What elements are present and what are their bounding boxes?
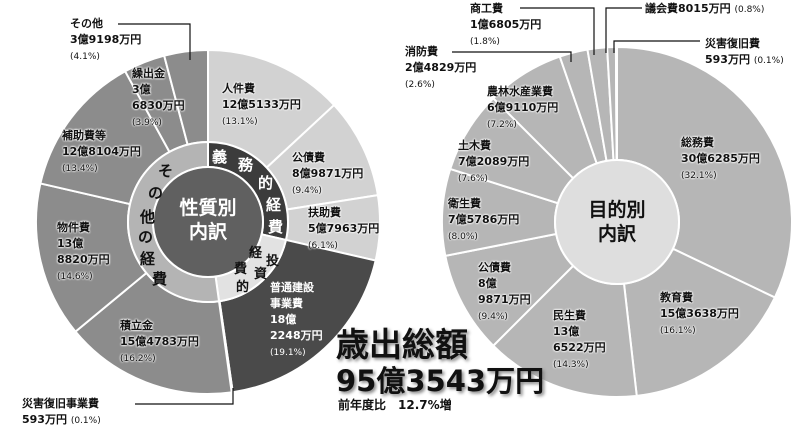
ring-char: 費 <box>234 262 248 277</box>
ring-char: 務 <box>238 156 254 174</box>
label-bukkenhi: 物件費 13億 8820万円 (14.6%) <box>57 221 110 282</box>
label-futsu-kensetsu: 普通建設 事業費 18億 2248万円 (19.1%) <box>270 281 323 358</box>
label-gikaihi: 議会費8015万円 (0.8%) <box>645 2 765 15</box>
ring-char: 資 <box>254 267 268 282</box>
label-kyoikuhi: 教育費 15億3638万円 (16.1%) <box>660 291 739 336</box>
ring-char: の <box>148 184 164 202</box>
label-kuridashikin: 繰出金 3億 6830万円 (3.9%) <box>132 67 185 128</box>
total-amount: 95億3543万円 <box>336 364 545 398</box>
ring-char: そ <box>158 162 174 180</box>
leader-saigai-fukkyu <box>613 40 700 53</box>
leader-shokohi <box>520 7 595 55</box>
total-yoy: 前年度比 12.7%増 <box>338 398 452 412</box>
leader-shobohi <box>452 51 572 62</box>
ring-char: 的 <box>258 174 274 192</box>
label-kosaihi: 公債費 8億9871万円 (9.4%) <box>292 151 364 196</box>
label-saigai-fukkyu: 災害復旧費 593万円 (0.1%) <box>705 37 784 66</box>
center-label-right: 目的別 内訳 <box>588 199 646 245</box>
ring-char: 費 <box>152 270 168 288</box>
leader-saigai-jigyo <box>135 388 234 405</box>
center-circle-right <box>554 159 680 285</box>
label-dobokuhi: 土木費 7億2089万円 (7.6%) <box>458 139 530 184</box>
center-label-left: 性質別 内訳 <box>179 197 237 243</box>
leader-sonota <box>118 23 191 60</box>
ring-char: 投 <box>266 254 280 269</box>
leader-gikaihi <box>605 7 642 53</box>
ring-char: 的 <box>236 280 250 295</box>
label-saigai-jigyo: 災害復旧事業費 593万円 (0.1%) <box>22 397 101 426</box>
ring-char: 他 <box>140 208 156 226</box>
label-hojohi: 補助費等 12億8104万円 (13.4%) <box>62 129 141 174</box>
label-shokohi: 商工費 1億6805万円 (1.8%) <box>470 2 542 47</box>
label-kosaihi-right: 公債費 8億 9871万円 (9.4%) <box>478 261 531 322</box>
label-somuhi: 総務費 30億6285万円 (32.1%) <box>681 136 760 181</box>
label-shobohi: 消防費 2億4829万円 (2.6%) <box>405 45 477 90</box>
ring-char: の <box>138 228 154 246</box>
ring-char: 費 <box>268 218 284 236</box>
ring-char: 経 <box>266 196 282 214</box>
ring-char: 義 <box>212 148 228 166</box>
total-title: 歳出総額 <box>336 325 468 364</box>
label-minseihi: 民生費 13億 6522万円 (14.3%) <box>553 309 606 370</box>
ring-char: 経 <box>140 250 156 268</box>
label-fujohi: 扶助費 5億7963万円 (6.1%) <box>308 206 380 251</box>
label-jinkenhi: 人件費 12億5133万円 (13.1%) <box>222 82 301 127</box>
label-norin: 農林水産業費 6億9110万円 (7.2%) <box>487 85 559 130</box>
label-sonota: その他 3億9198万円 (4.1%) <box>70 17 142 62</box>
label-tsumitatekin: 積立金 15億4783万円 (16.2%) <box>120 319 199 364</box>
center-circle-left <box>152 166 264 278</box>
ring-char: 経 <box>249 246 263 261</box>
slice-right-10 <box>614 45 618 162</box>
label-eiseihi: 衛生費 7億5786万円 (8.0%) <box>448 197 520 242</box>
